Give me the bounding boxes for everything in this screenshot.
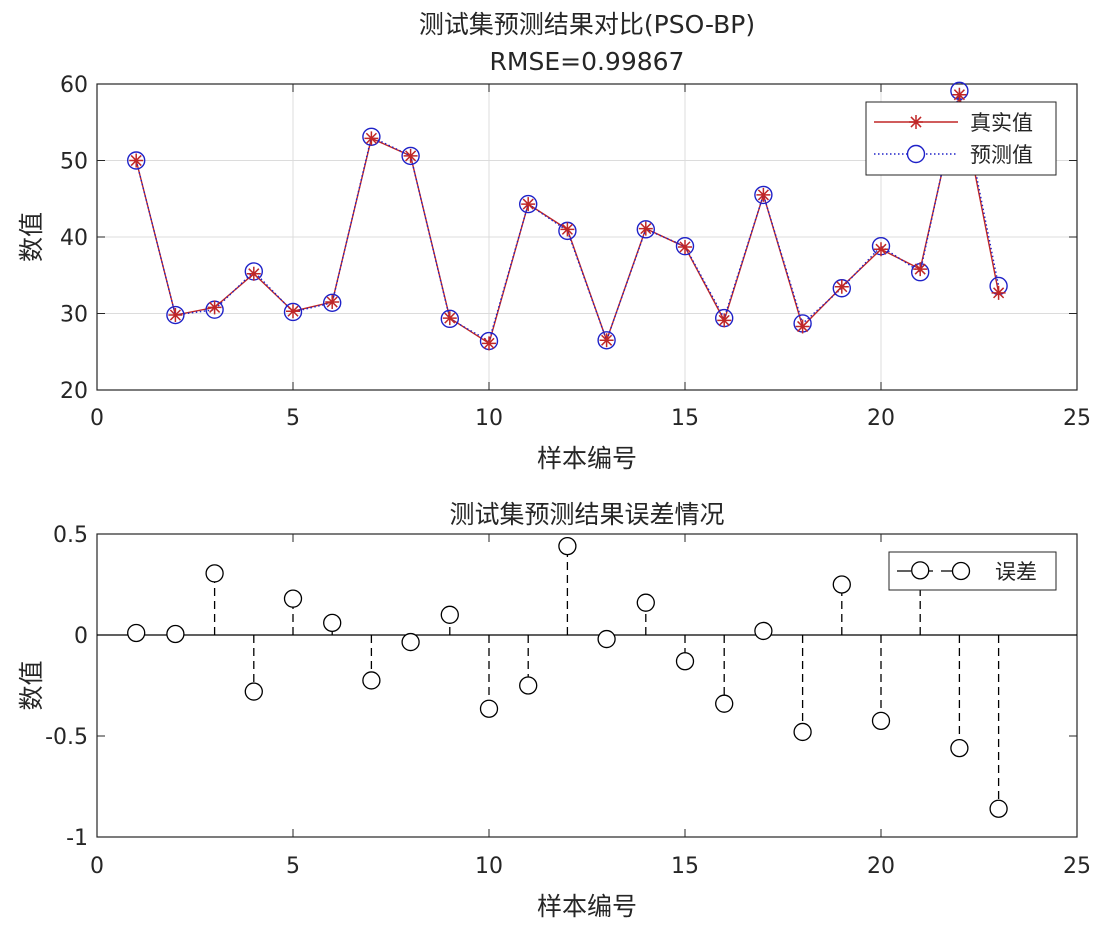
asterisk-marker [403,148,418,163]
predicted-point [401,146,420,166]
comparison-plot: 0 5 10 15 20 25 20 30 40 50 60 测试集预测结果对比(PSO-BP) RMS… [17,10,1091,473]
asterisk-marker [909,115,923,129]
error-point [205,564,224,583]
error-point [323,613,342,633]
error-point [989,799,1008,818]
error-point [283,589,303,608]
error-point [519,676,538,695]
asterisk-marker [913,262,928,277]
predicted-point [675,236,695,256]
y-tick-label: 60 [60,73,88,98]
y-axis-label: 数值 [17,212,46,262]
error-point [911,561,930,580]
asterisk-marker [168,308,183,323]
asterisk-marker [129,153,144,168]
predicted-point [597,331,616,350]
x-tick-label: 5 [286,854,300,879]
chart-title: 测试集预测结果对比(PSO-BP) [419,10,755,39]
x-tick-label: 25 [1063,406,1091,431]
error-point [558,536,577,556]
x-tick-label: 20 [867,854,895,879]
series-line-预测值 [135,90,1000,343]
axes-frame [96,83,1078,391]
asterisk-marker [442,311,457,326]
error-point [793,722,812,742]
predicted-point [519,194,538,214]
x-tick-label: 0 [90,854,104,879]
asterisk-marker [207,300,222,315]
legend-label-预测值: 预测值 [970,143,1033,167]
error-point [832,575,851,594]
predicted-point [126,151,146,170]
chart-title: 测试集预测结果误差情况 [449,500,724,529]
asterisk-marker [991,285,1006,300]
y-tick-label: 40 [60,226,88,251]
y-tick-label: 50 [60,150,88,175]
predicted-point [754,185,773,205]
y-tick-label: 0.5 [53,523,88,548]
asterisk-marker [834,279,849,294]
legend-label-误差: 误差 [995,560,1037,584]
y-tick-label: -1 [66,826,88,851]
x-tick-label: 10 [475,854,503,879]
asterisk-marker [638,221,653,236]
x-axis-label: 样本编号 [537,444,637,473]
asterisk-marker [521,197,536,212]
y-axis-label: 数值 [17,660,46,710]
predicted-point [166,305,185,325]
legend-marker-预测值 [906,144,926,164]
x-tick-label: 15 [671,854,699,879]
x-tick-label: 20 [867,406,895,431]
error-point [362,671,381,690]
asterisk-marker [795,319,810,334]
error-point [440,605,459,624]
legend-marker-误差 [951,561,971,581]
error-point [479,699,499,718]
asterisk-marker [560,222,575,237]
legend-label-真实值: 真实值 [970,111,1033,135]
asterisk-marker [325,295,340,310]
predicted-point [323,293,342,312]
error-point [597,629,616,649]
error-point [950,738,969,758]
y-tick-label: 30 [60,303,88,328]
asterisk-marker [246,266,261,281]
asterisk-marker [756,187,771,202]
x-tick-label: 0 [90,406,104,431]
axes-frame [96,533,1078,838]
error-point [715,694,734,713]
asterisk-marker [678,239,692,254]
x-tick-label: 5 [286,406,300,431]
predicted-point [636,220,655,239]
asterisk-marker [599,333,614,348]
predicted-point [283,302,303,322]
asterisk-marker [482,336,496,351]
x-axis-label: 样本编号 [537,892,637,921]
asterisk-marker [874,242,888,257]
error-point [754,621,773,641]
chart-subtitle: RMSE=0.99867 [490,47,685,76]
x-tick-label: 15 [671,406,699,431]
error-point [401,632,420,652]
error-point [244,682,263,701]
error-point [166,624,185,644]
error-point [675,652,695,671]
predicted-point [440,309,459,329]
y-tick-label: -0.5 [45,725,88,750]
y-tick-label: 20 [60,379,88,404]
asterisk-marker [952,87,967,102]
asterisk-marker [286,304,300,319]
error-point [871,711,891,730]
asterisk-marker [364,131,379,146]
error-point [127,623,146,643]
asterisk-marker [717,313,732,328]
y-tick-label: 0 [74,624,88,649]
x-tick-label: 25 [1063,854,1091,879]
x-tick-label: 10 [475,406,503,431]
error-point [636,593,655,612]
legend-box [865,101,1057,176]
